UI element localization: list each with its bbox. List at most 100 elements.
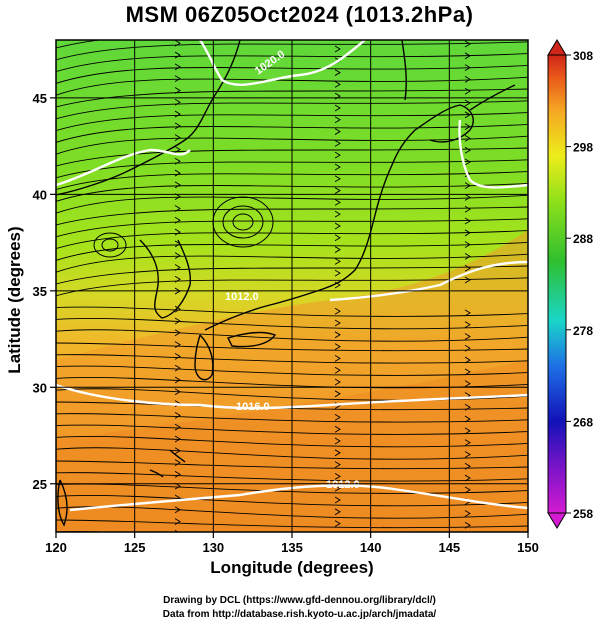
streamline-arrow [174,75,181,83]
streamline [56,76,528,96]
streamline-arrow [334,234,341,242]
streamline [56,112,528,132]
streamline-arrow [334,355,341,362]
streamline [56,329,528,342]
streamline-arrow [464,333,471,340]
streamline-arrow [174,181,181,189]
streamline [56,206,528,226]
x-axis-ticks: 120 125 130 135 140 145 150 [45,532,539,555]
streamline-arrow [174,352,181,360]
isobar-south-2 [69,484,528,512]
ryukyu-islands [149,449,186,478]
x-tick-label: 140 [360,540,382,555]
streamline-arrow [464,403,471,411]
streamline-arrow [334,198,341,206]
streamline-arrow [334,461,341,468]
streamline-arrow [464,344,471,352]
streamline-arrow [334,449,341,457]
kyushu-coast [194,334,214,381]
y-tick-label: 35 [33,284,47,299]
isobar-label: 1016.0 [236,401,270,413]
streamline-arrow [464,135,471,142]
streamline-arrow [174,51,181,59]
streamline-arrow [464,462,471,470]
streamline-arrow [464,356,471,364]
credit-drawing: Drawing by DCL (https://www.gfd-dennou.o… [163,595,436,606]
streamline-arrow [334,496,341,504]
streamline-arrow [334,116,341,124]
streamline-arrow [334,139,341,147]
streamline-arrow [464,439,471,447]
streamline-arrow [465,534,470,540]
streamline-arrow [464,380,471,388]
streamline [56,135,528,155]
streamline-arrow [174,470,181,478]
streamline-arrow [174,459,181,466]
streamline-arrow [464,76,471,83]
streamline-arrow [334,80,341,88]
streamline-arrow [464,474,471,482]
streamline-arrow [174,423,181,431]
streamline-arrow [464,427,471,435]
sakhalin-coast [401,40,407,101]
streamline [56,100,528,120]
streamline-arrow [174,110,181,118]
streamline-arrow [464,146,471,154]
streamline [56,436,528,448]
y-tick-label: 25 [33,477,47,492]
streamline-arrow [174,169,181,177]
streamline [56,230,528,250]
streamline-arrow [334,257,341,265]
shikoku-coast [226,331,277,348]
streamline-arrow [334,508,341,516]
streamline-arrow [174,435,181,443]
korea-coast [139,239,192,319]
coastlines [56,40,516,527]
streamline [56,413,528,423]
taiwan-coast [57,479,68,527]
y-tick-label: 30 [33,380,47,395]
streamline-arrow [174,411,181,419]
streamline-arrow [464,309,471,317]
x-tick-label: 130 [202,540,224,555]
streamline [56,88,528,108]
credit-data: Data from http://database.rish.kyoto-u.a… [162,609,437,620]
streamline [56,123,528,143]
streamline [56,447,528,460]
streamline [56,53,528,73]
x-tick-label: 150 [517,540,539,555]
streamline-arrow [334,45,341,53]
streamline-arrow [464,217,471,225]
streamline-arrow [464,264,471,272]
streamline-arrow [464,368,471,376]
streamline-arrow [334,437,341,445]
streamline [56,147,528,167]
streamline [56,519,528,529]
streamline-arrow [334,414,341,421]
streamline [56,64,528,84]
streamline-arrow [464,451,471,458]
streamline [56,171,528,191]
streamline-arrow [174,63,181,71]
x-axis-label: Longitude (degrees) [210,558,374,577]
streamline-arrow [174,228,181,236]
streamline-arrow [334,343,341,350]
streamline-arrow [464,205,471,213]
streamline-arrow [174,252,181,260]
streamline-arrow [174,317,181,325]
streamline-arrow [334,128,341,135]
x-tick-label: 125 [124,540,146,555]
streamline-arrow [174,447,181,455]
y-axis-ticks: 25 30 35 40 45 [33,91,56,492]
streamline-arrow [174,329,181,337]
streamline-arrow [174,134,181,142]
streamline-arrow [464,486,471,494]
x-tick-label: 120 [45,540,67,555]
streamline-arrow [464,40,471,48]
isobar-south-1 [56,383,528,410]
streamline [56,265,528,285]
streamline-arrow [174,518,181,525]
streamline [56,218,528,238]
streamline-arrow [334,175,341,183]
